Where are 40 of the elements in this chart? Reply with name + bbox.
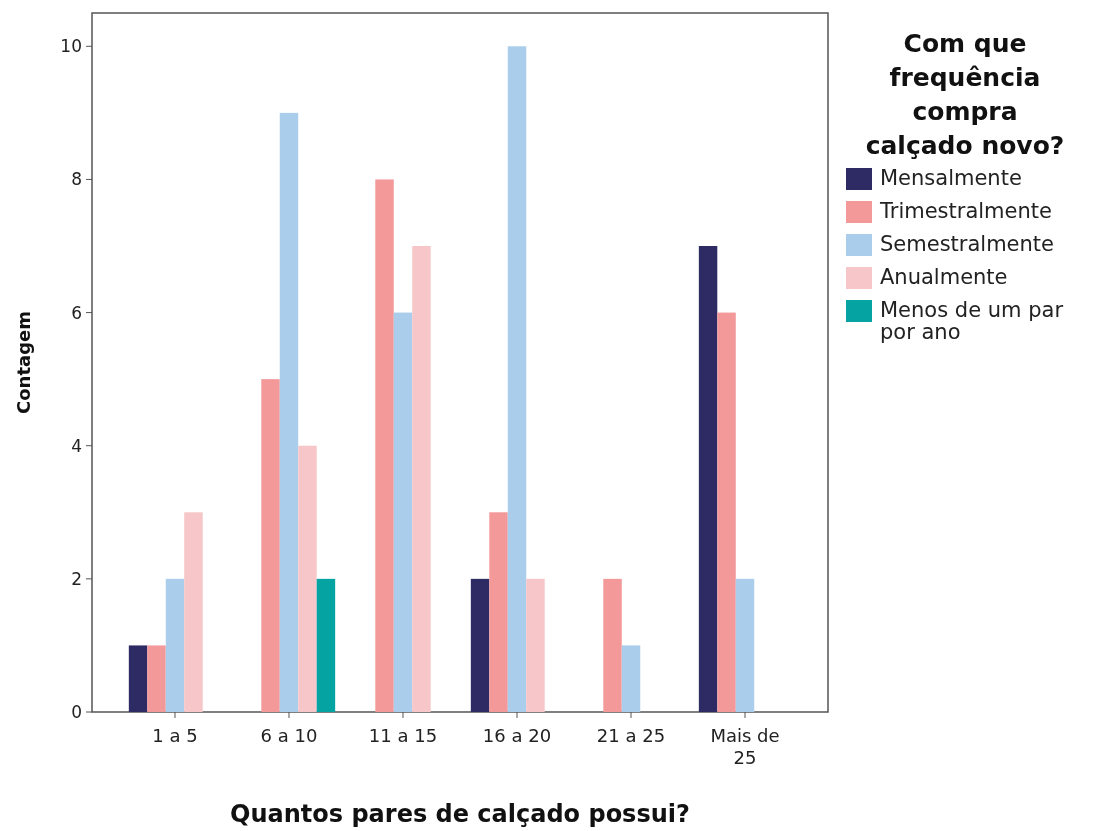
x-tick-label: 21 a 25 — [596, 725, 666, 746]
bar — [412, 246, 431, 712]
bar — [735, 578, 755, 712]
legend-label: Menos de um par por ano — [880, 298, 1064, 344]
legend-label: Mensalmente — [880, 166, 1022, 190]
bar — [128, 645, 148, 712]
bar — [470, 578, 490, 712]
legend-label: Semestralmente — [880, 232, 1054, 256]
bar — [298, 445, 317, 712]
x-tick-label: Mais de 25 — [710, 725, 780, 768]
x-tick-label: 1 a 5 — [152, 725, 198, 746]
y-axis-title: Contagem — [13, 311, 34, 414]
y-tick-label: 6 — [71, 302, 82, 323]
bar — [184, 512, 203, 712]
bar — [165, 578, 185, 712]
bar — [147, 645, 166, 712]
bar — [507, 46, 527, 712]
y-tick-label: 8 — [71, 169, 82, 190]
bar — [316, 578, 336, 712]
legend-label: Trimestralmente — [879, 199, 1052, 223]
legend-label: Anualmente — [880, 265, 1008, 289]
x-tick-label: 16 a 20 — [482, 725, 552, 746]
legend-title: Com que frequência compra calçado novo? — [865, 29, 1065, 160]
y-tick-label: 0 — [71, 702, 82, 722]
bar — [698, 246, 718, 712]
bar — [261, 379, 280, 712]
bar — [526, 578, 545, 712]
x-axis-title: Quantos pares de calçado possui? — [230, 800, 690, 828]
x-tick-label: 11 a 15 — [368, 725, 438, 746]
bar — [603, 578, 622, 712]
y-tick-label: 2 — [71, 568, 82, 589]
x-tick-label: 6 a 10 — [260, 725, 318, 746]
y-tick-label: 4 — [71, 435, 82, 456]
bar — [393, 312, 413, 712]
bar — [279, 112, 299, 712]
bar — [621, 645, 641, 712]
y-tick-label: 10 — [60, 36, 82, 57]
bar — [375, 179, 394, 712]
bar — [489, 512, 508, 712]
bar — [717, 312, 736, 712]
